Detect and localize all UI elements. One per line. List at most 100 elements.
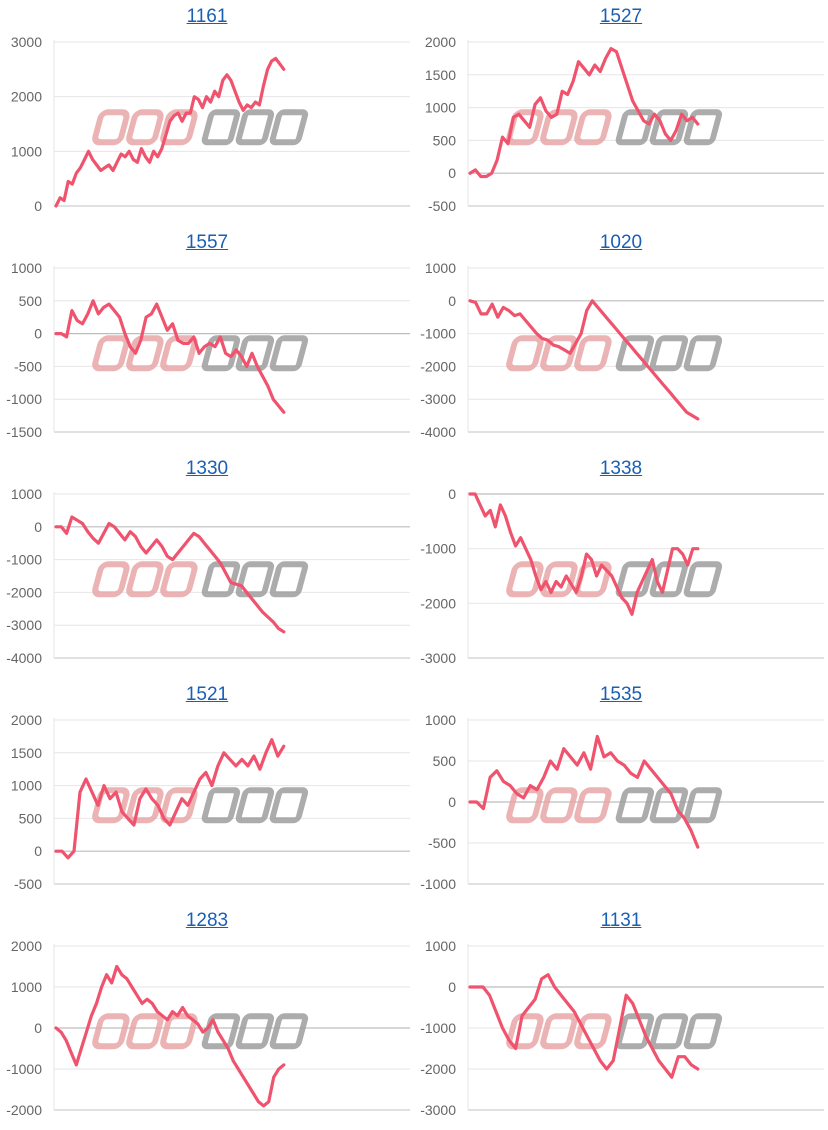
y-tick-label: 1000 [11,778,42,794]
y-tick-label: 2000 [11,938,42,954]
chart-svg: -4000 -3000 -2000 -1000 0 1000 [6,486,410,666]
y-tick-label: 3000 [11,34,42,50]
series-line [468,47,700,179]
chart-title-link[interactable]: 1535 [599,684,643,705]
chart-svg: 0 1000 2000 3000 [11,34,410,214]
watermark-logo [506,787,723,824]
y-tick-label: -500 [428,198,456,214]
y-tick-label: -3000 [420,1102,456,1118]
y-tick-label: -3000 [6,617,42,633]
chart-svg: -500 0 500 1000 1500 2000 [425,34,824,214]
series-line [468,299,700,421]
y-tick-label: 1000 [11,486,42,502]
chart-panel-1557: -1500 -1000 -500 0 500 1000 1557 [0,226,414,452]
chart-panel-1161: 0 1000 2000 3000 1161 [0,0,414,226]
y-tick-label: 2000 [425,34,456,50]
chart-panel-1020: -4000 -3000 -2000 -1000 0 1000 1020 [414,226,828,452]
chart-panel-1330: -4000 -3000 -2000 -1000 0 1000 1330 [0,452,414,678]
y-tick-label: 0 [448,794,456,810]
chart-svg: -1000 -500 0 500 1000 [420,712,824,892]
chart-svg: -3000 -2000 -1000 0 1000 [420,938,824,1118]
series-line [54,964,286,1108]
y-tick-label: -3000 [420,650,456,666]
y-tick-label: 0 [448,165,456,181]
y-tick-label: -2000 [420,358,456,374]
y-tick-label: 1500 [425,67,456,83]
chart-svg: -500 0 500 1000 1500 2000 [11,712,410,892]
series-line [54,299,286,414]
watermark-logo [506,1013,723,1050]
series-line [54,738,286,860]
y-tick-label: 0 [448,293,456,309]
chart-title-link[interactable]: 1020 [599,232,643,253]
y-tick-label: -3000 [420,391,456,407]
y-tick-label: 1000 [425,260,456,276]
chart-title-link[interactable]: 1330 [185,458,229,479]
y-tick-label: 500 [19,810,43,826]
y-tick-label: 500 [433,132,457,148]
y-tick-label: -1000 [420,326,456,342]
watermark-logo [506,109,723,146]
y-tick-label: -1000 [420,876,456,892]
y-tick-label: 0 [448,979,456,995]
chart-svg: -4000 -3000 -2000 -1000 0 1000 [420,260,824,440]
y-tick-label: 500 [19,293,43,309]
series-line [54,515,286,634]
series-line [468,492,700,616]
y-tick-label: 2000 [11,89,42,105]
chart-svg: -3000 -2000 -1000 0 [420,486,824,666]
y-tick-label: -4000 [420,424,456,440]
y-tick-label: 0 [34,1020,42,1036]
chart-panel-1527: -500 0 500 1000 1500 2000 1527 [414,0,828,226]
chart-svg: -2000 -1000 0 1000 2000 [6,938,410,1118]
y-tick-label: 0 [34,326,42,342]
y-tick-label: -1000 [6,391,42,407]
series-line [468,973,700,1079]
y-tick-label: 0 [34,519,42,535]
y-tick-label: 1000 [425,712,456,728]
watermark-logo [92,335,309,372]
y-tick-label: -500 [428,835,456,851]
chart-title-link[interactable]: 1338 [599,458,643,479]
series-line [54,56,286,208]
y-tick-label: 1000 [11,979,42,995]
chart-title-link[interactable]: 1527 [599,6,643,27]
chart-panel-1338: -3000 -2000 -1000 0 1338 [414,452,828,678]
chart-panel-1283: -2000 -1000 0 1000 2000 1283 [0,904,414,1130]
watermark-logo [92,561,309,598]
y-tick-label: 1000 [425,100,456,116]
chart-svg: -1500 -1000 -500 0 500 1000 [6,260,410,440]
y-tick-label: -2000 [6,1102,42,1118]
series-line [468,734,700,849]
y-tick-label: -2000 [6,584,42,600]
chart-panel-1535: -1000 -500 0 500 1000 1535 [414,678,828,904]
y-tick-label: -1000 [6,1061,42,1077]
y-tick-label: 2000 [11,712,42,728]
chart-title-link[interactable]: 1557 [185,232,229,253]
y-tick-label: 1000 [11,143,42,159]
chart-title-link[interactable]: 1521 [185,684,229,705]
y-tick-label: -2000 [420,1061,456,1077]
y-tick-label: 1000 [11,260,42,276]
y-tick-label: 1500 [11,745,42,761]
chart-panel-1131: -3000 -2000 -1000 0 1000 1131 [414,904,828,1130]
y-tick-label: 0 [34,198,42,214]
chart-title-link[interactable]: 1283 [185,910,229,931]
chart-title-link[interactable]: 1131 [600,910,642,931]
chart-panel-1521: -500 0 500 1000 1500 2000 1521 [0,678,414,904]
y-tick-label: -2000 [420,595,456,611]
watermark-logo [92,1013,309,1050]
watermark-logo [92,109,309,146]
y-tick-label: 0 [448,486,456,502]
chart-title-link[interactable]: 1161 [186,6,228,27]
y-tick-label: -1000 [420,1020,456,1036]
y-tick-label: 1000 [425,938,456,954]
y-tick-label: -4000 [6,650,42,666]
watermark-logo [506,335,723,372]
y-tick-label: -1000 [420,541,456,557]
y-tick-label: -1000 [6,552,42,568]
y-tick-label: -1500 [6,424,42,440]
y-tick-label: -500 [14,358,42,374]
y-tick-label: 500 [433,753,457,769]
y-tick-label: -500 [14,876,42,892]
